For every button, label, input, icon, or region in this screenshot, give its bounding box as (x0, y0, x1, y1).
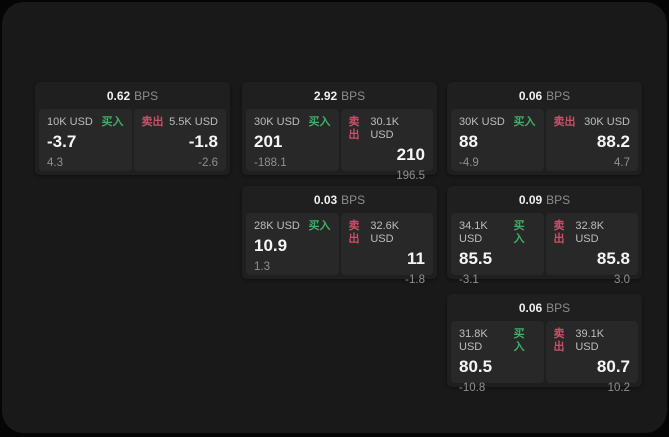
quote-card: 0.09 BPS 34.1K USD 买入 85.5 -3.1 卖出 32.8K… (447, 186, 642, 286)
buy-change: 1.3 (254, 261, 270, 273)
buy-label: 买入 (101, 116, 124, 128)
buy-label: 买入 (513, 116, 536, 128)
buy-amount: 30K USD (254, 116, 300, 128)
sell-panel[interactable]: 卖出 32.6K USD 11 -1.8 (340, 213, 433, 286)
buy-panel[interactable]: 30K USD 买入 201 -188.1 (246, 109, 339, 171)
sell-change: 196.5 (396, 170, 425, 182)
sell-price: 88.2 (596, 132, 630, 151)
buy-panel[interactable]: 30K USD 买入 88 -4.9 (451, 109, 544, 171)
buy-change: 4.3 (47, 157, 63, 169)
buy-label: 买入 (308, 220, 331, 232)
sell-panel[interactable]: 卖出 39.1K USD 80.7 10.2 (545, 321, 638, 394)
buy-panel[interactable]: 10K USD 买入 -3.7 4.3 (39, 109, 132, 171)
buy-price: 10.9 (254, 236, 288, 255)
sell-panel[interactable]: 卖出 30K USD 88.2 4.7 (545, 109, 638, 171)
card-header: 0.09 BPS (447, 186, 642, 213)
buy-label: 买入 (513, 328, 525, 353)
buy-price: 85.5 (459, 249, 493, 268)
spread-unit: BPS (341, 192, 366, 207)
buy-label: 买入 (513, 220, 525, 245)
buy-change: -3.1 (459, 274, 479, 286)
sell-amount: 30K USD (584, 116, 630, 128)
sell-panel[interactable]: 卖出 5.5K USD -1.8 -2.6 (133, 109, 226, 171)
buy-amount: 28K USD (254, 220, 300, 232)
card-header: 0.06 BPS (447, 82, 642, 109)
spread-unit: BPS (546, 88, 571, 103)
card-header: 0.06 BPS (447, 294, 642, 321)
card-header: 0.03 BPS (242, 186, 437, 213)
sell-label: 卖出 (348, 116, 360, 141)
sell-price: 210 (396, 145, 425, 164)
sell-change: 10.2 (607, 382, 630, 394)
spread-value: 0.03 (313, 192, 338, 207)
sell-label: 卖出 (553, 328, 565, 353)
spread-value: 0.06 (518, 88, 543, 103)
buy-panel[interactable]: 31.8K USD 买入 80.5 -10.8 (451, 321, 544, 394)
spread-value: 0.06 (518, 300, 543, 315)
buy-change: -10.8 (459, 382, 486, 394)
sell-price: -1.8 (188, 132, 218, 151)
buy-amount: 30K USD (459, 116, 505, 128)
sell-price: 11 (407, 249, 425, 268)
sell-price: 85.8 (596, 249, 630, 268)
sell-amount: 32.6K USD (370, 220, 400, 245)
spread-value: 0.62 (106, 88, 131, 103)
buy-amount: 31.8K USD (459, 328, 488, 353)
buy-price: -3.7 (47, 132, 77, 151)
buy-change: -188.1 (254, 157, 287, 169)
buy-price: 201 (254, 132, 283, 151)
sell-change: 4.7 (614, 157, 630, 169)
sell-amount: 5.5K USD (169, 116, 218, 128)
spread-unit: BPS (546, 192, 571, 207)
sell-label: 卖出 (348, 220, 360, 245)
spread-value: 0.09 (518, 192, 543, 207)
sell-label: 卖出 (141, 116, 164, 128)
spread-value: 2.92 (313, 88, 338, 103)
card-header: 2.92 BPS (242, 82, 437, 109)
spread-unit: BPS (341, 88, 366, 103)
sell-panel[interactable]: 卖出 32.8K USD 85.8 3.0 (545, 213, 638, 286)
sell-price: 80.7 (596, 357, 630, 376)
sell-amount: 30.1K USD (370, 116, 400, 141)
sell-amount: 39.1K USD (575, 328, 605, 353)
quote-card: 0.06 BPS 31.8K USD 买入 80.5 -10.8 卖出 39.1… (447, 294, 642, 394)
quote-card: 2.92 BPS 30K USD 买入 201 -188.1 卖出 30.1K … (242, 82, 437, 182)
buy-panel[interactable]: 28K USD 买入 10.9 1.3 (246, 213, 339, 275)
buy-panel[interactable]: 34.1K USD 买入 85.5 -3.1 (451, 213, 544, 286)
sell-label: 卖出 (553, 220, 565, 245)
buy-change: -4.9 (459, 157, 479, 169)
sell-label: 卖出 (553, 116, 576, 128)
buy-price: 88 (459, 132, 478, 151)
buy-label: 买入 (308, 116, 331, 128)
buy-amount: 10K USD (47, 116, 93, 128)
quote-card: 0.62 BPS 10K USD 买入 -3.7 4.3 卖出 5.5K USD… (35, 82, 230, 175)
buy-amount: 34.1K USD (459, 220, 488, 245)
spread-unit: BPS (546, 300, 571, 315)
quote-card: 0.06 BPS 30K USD 买入 88 -4.9 卖出 30K USD 8… (447, 82, 642, 175)
buy-price: 80.5 (459, 357, 493, 376)
sell-change: 3.0 (614, 274, 630, 286)
quote-card: 0.03 BPS 28K USD 买入 10.9 1.3 卖出 32.6K US… (242, 186, 437, 286)
spread-unit: BPS (134, 88, 159, 103)
card-header: 0.62 BPS (35, 82, 230, 109)
sell-amount: 32.8K USD (575, 220, 605, 245)
sell-change: -1.8 (405, 274, 425, 286)
sell-panel[interactable]: 卖出 30.1K USD 210 196.5 (340, 109, 433, 182)
sell-change: -2.6 (198, 157, 218, 169)
